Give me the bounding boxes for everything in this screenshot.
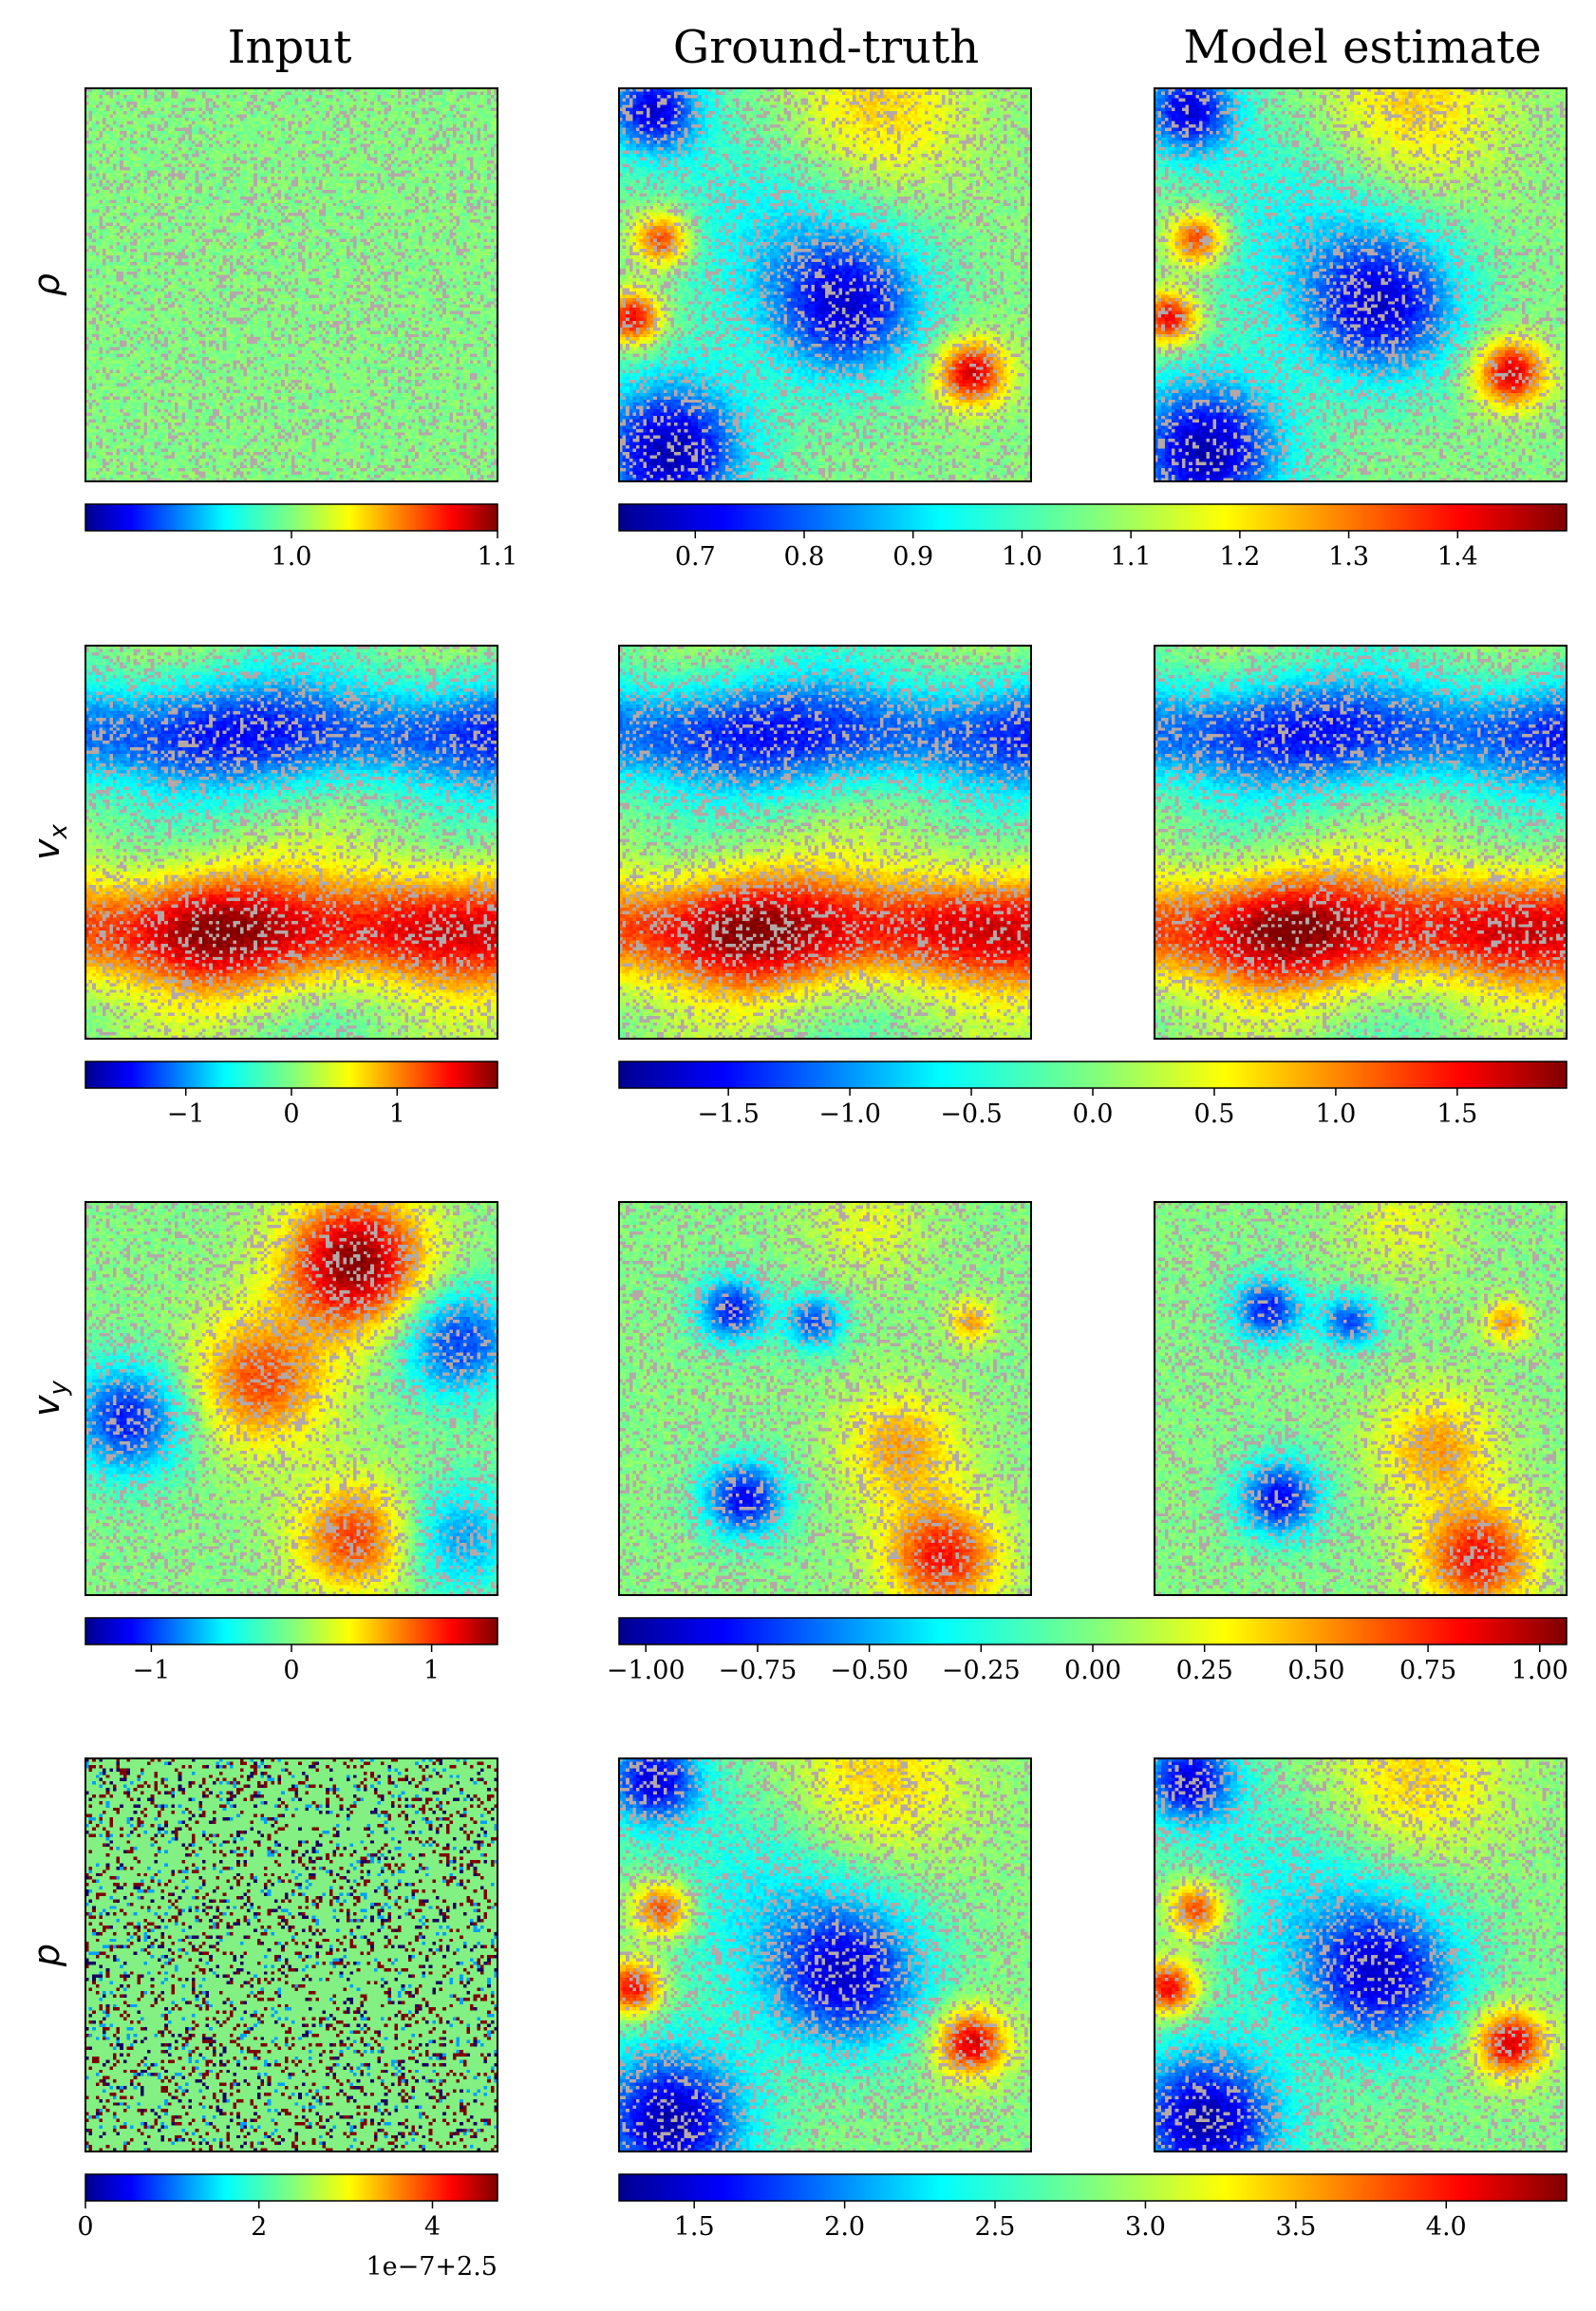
colorbar-shared-rho-tick-label: 1.4: [1437, 542, 1478, 572]
colorbar-input-rho-tick-label: 1.1: [478, 542, 518, 572]
colorbar-shared-p-tick-label: 2.5: [975, 2212, 1016, 2242]
colorbar-shared-vy: [618, 1617, 1568, 1645]
heatmap-model-estimate-vx-frame: [1154, 645, 1568, 1040]
heatmap-model-estimate-rho-frame: [1154, 87, 1568, 482]
heatmap-input-rho-frame: [84, 87, 498, 482]
heatmap-model-estimate-p: [1155, 1758, 1567, 2151]
heatmap-ground-truth-rho-frame: [618, 87, 1032, 482]
row-label-p: p: [26, 1944, 67, 1967]
heatmap-model-estimate-vy-frame: [1154, 1201, 1568, 1596]
heatmap-model-estimate-rho: [1155, 88, 1567, 481]
colorbar-input-p-tick-label: 2: [251, 2212, 267, 2242]
colorbar-shared-vy-tick-label: 0.00: [1064, 1656, 1121, 1685]
heatmap-model-estimate-vx: [1155, 646, 1567, 1039]
colorbar-shared-vy-tick-label: 1.00: [1512, 1656, 1568, 1685]
colorbar-input-p-tick-label: 0: [77, 2212, 93, 2242]
colorbar-shared-vy-tick-label: −0.25: [942, 1656, 1021, 1685]
colorbar-shared-rho-tick-label: 1.3: [1328, 542, 1369, 572]
colorbar-input-p-tick-label: 4: [424, 2212, 441, 2242]
colorbar-input-p: [84, 2173, 498, 2202]
row-label-rho-text: ρ: [26, 273, 67, 296]
colorbar-input-rho: [84, 503, 498, 532]
colorbar-shared-p-tick-label: 2.0: [824, 2212, 865, 2242]
colorbar-input-rho-tick-label: 1.0: [272, 542, 312, 572]
row-label-vx-text: vx: [26, 823, 73, 860]
colorbar-shared-rho-tick-label: 0.9: [892, 542, 933, 572]
heatmap-input-vx-frame: [84, 645, 498, 1040]
heatmap-ground-truth-vx: [619, 646, 1031, 1039]
colorbar-input-vx-tick-label: 1: [389, 1099, 405, 1129]
colorbar-shared-vy-tick-label: 0.50: [1287, 1656, 1344, 1685]
colorbar-shared-vx-tick-label: 0.5: [1193, 1099, 1234, 1129]
colorbar-shared-vx-tick-label: 0.0: [1073, 1099, 1114, 1129]
colorbar-shared-vx-tick-label: 1.0: [1315, 1099, 1356, 1129]
heatmap-input-p: [85, 1758, 498, 2151]
colorbar-input-vx-tick-label: −1: [167, 1099, 205, 1129]
colorbar-shared-p-tick-label: 3.0: [1125, 2212, 1166, 2242]
title-ground-truth: Ground-truth: [673, 21, 979, 74]
heatmap-ground-truth-vx-frame: [618, 645, 1032, 1040]
colorbar-shared-vy-tick-label: 0.75: [1399, 1656, 1456, 1685]
heatmap-input-p-frame: [84, 1757, 498, 2152]
colorbar-input-vx: [84, 1061, 498, 1089]
heatmap-ground-truth-vy-frame: [618, 1201, 1032, 1596]
colorbar-input-vy-tick-label: −1: [132, 1656, 170, 1685]
row-label-rho: ρ: [26, 273, 67, 296]
figure-rows: ρ 1.0 1.1 0.7 0.8 0.9 1.0 1.1 1.2 1.3 1.4 vx −1 0 1 −1.…: [26, 87, 1568, 2282]
colorbar-input-p-offset-label: 1e−7+2.5: [366, 2252, 498, 2282]
colorbar-shared-rho: [618, 503, 1568, 532]
heatmap-input-vy-frame: [84, 1201, 498, 1596]
heatmap-model-estimate-p-frame: [1154, 1757, 1568, 2152]
colorbar-input-vy-tick-label: 0: [283, 1656, 299, 1685]
heatmap-ground-truth-rho: [619, 88, 1031, 481]
colorbar-shared-rho-tick-label: 0.7: [675, 542, 716, 572]
row-label-p-text: p: [26, 1944, 67, 1967]
colorbar-shared-p-tick-label: 4.0: [1426, 2212, 1467, 2242]
title-input: Input: [228, 21, 352, 74]
heatmap-ground-truth-p: [619, 1758, 1031, 2151]
row-label-vy-text: vy: [26, 1380, 73, 1417]
colorbar-input-vy: [84, 1617, 498, 1645]
colorbar-shared-rho-tick-label: 1.0: [1002, 542, 1042, 572]
heatmap-input-vx: [85, 646, 498, 1039]
colorbar-input-vx-tick-label: 0: [283, 1099, 299, 1129]
colorbar-shared-vx-tick-label: 1.5: [1436, 1099, 1477, 1129]
colorbar-shared-vx-tick-label: −1.5: [697, 1099, 760, 1129]
colorbar-shared-vx-tick-label: −0.5: [940, 1099, 1003, 1129]
colorbar-shared-p-tick-label: 1.5: [674, 2212, 715, 2242]
colorbar-shared-rho-tick-label: 1.2: [1219, 542, 1260, 572]
colorbar-shared-vy-tick-label: −1.00: [607, 1656, 685, 1685]
heatmap-ground-truth-p-frame: [618, 1757, 1032, 2152]
row-label-vy: vy: [26, 1380, 73, 1417]
colorbar-shared-p: [618, 2173, 1568, 2202]
colorbar-shared-p-tick-label: 3.5: [1275, 2212, 1316, 2242]
colorbar-shared-rho-tick-label: 0.8: [784, 542, 825, 572]
colorbar-shared-vx: [618, 1061, 1568, 1089]
colorbar-shared-vy-tick-label: −0.75: [719, 1656, 798, 1685]
colorbar-shared-rho-tick-label: 1.1: [1111, 542, 1152, 572]
heatmap-input-rho: [85, 88, 498, 481]
heatmap-model-estimate-vy: [1155, 1202, 1567, 1595]
colorbar-shared-vy-tick-label: 0.25: [1176, 1656, 1233, 1685]
heatmap-input-vy: [85, 1202, 498, 1595]
row-label-vx: vx: [26, 823, 73, 860]
colorbar-shared-vy-tick-label: −0.50: [830, 1656, 909, 1685]
colorbar-shared-vx-tick-label: −1.0: [818, 1099, 881, 1129]
title-model-estimate: Model estimate: [1183, 21, 1541, 74]
heatmap-ground-truth-vy: [619, 1202, 1031, 1595]
colorbar-input-vy-tick-label: 1: [423, 1656, 440, 1685]
